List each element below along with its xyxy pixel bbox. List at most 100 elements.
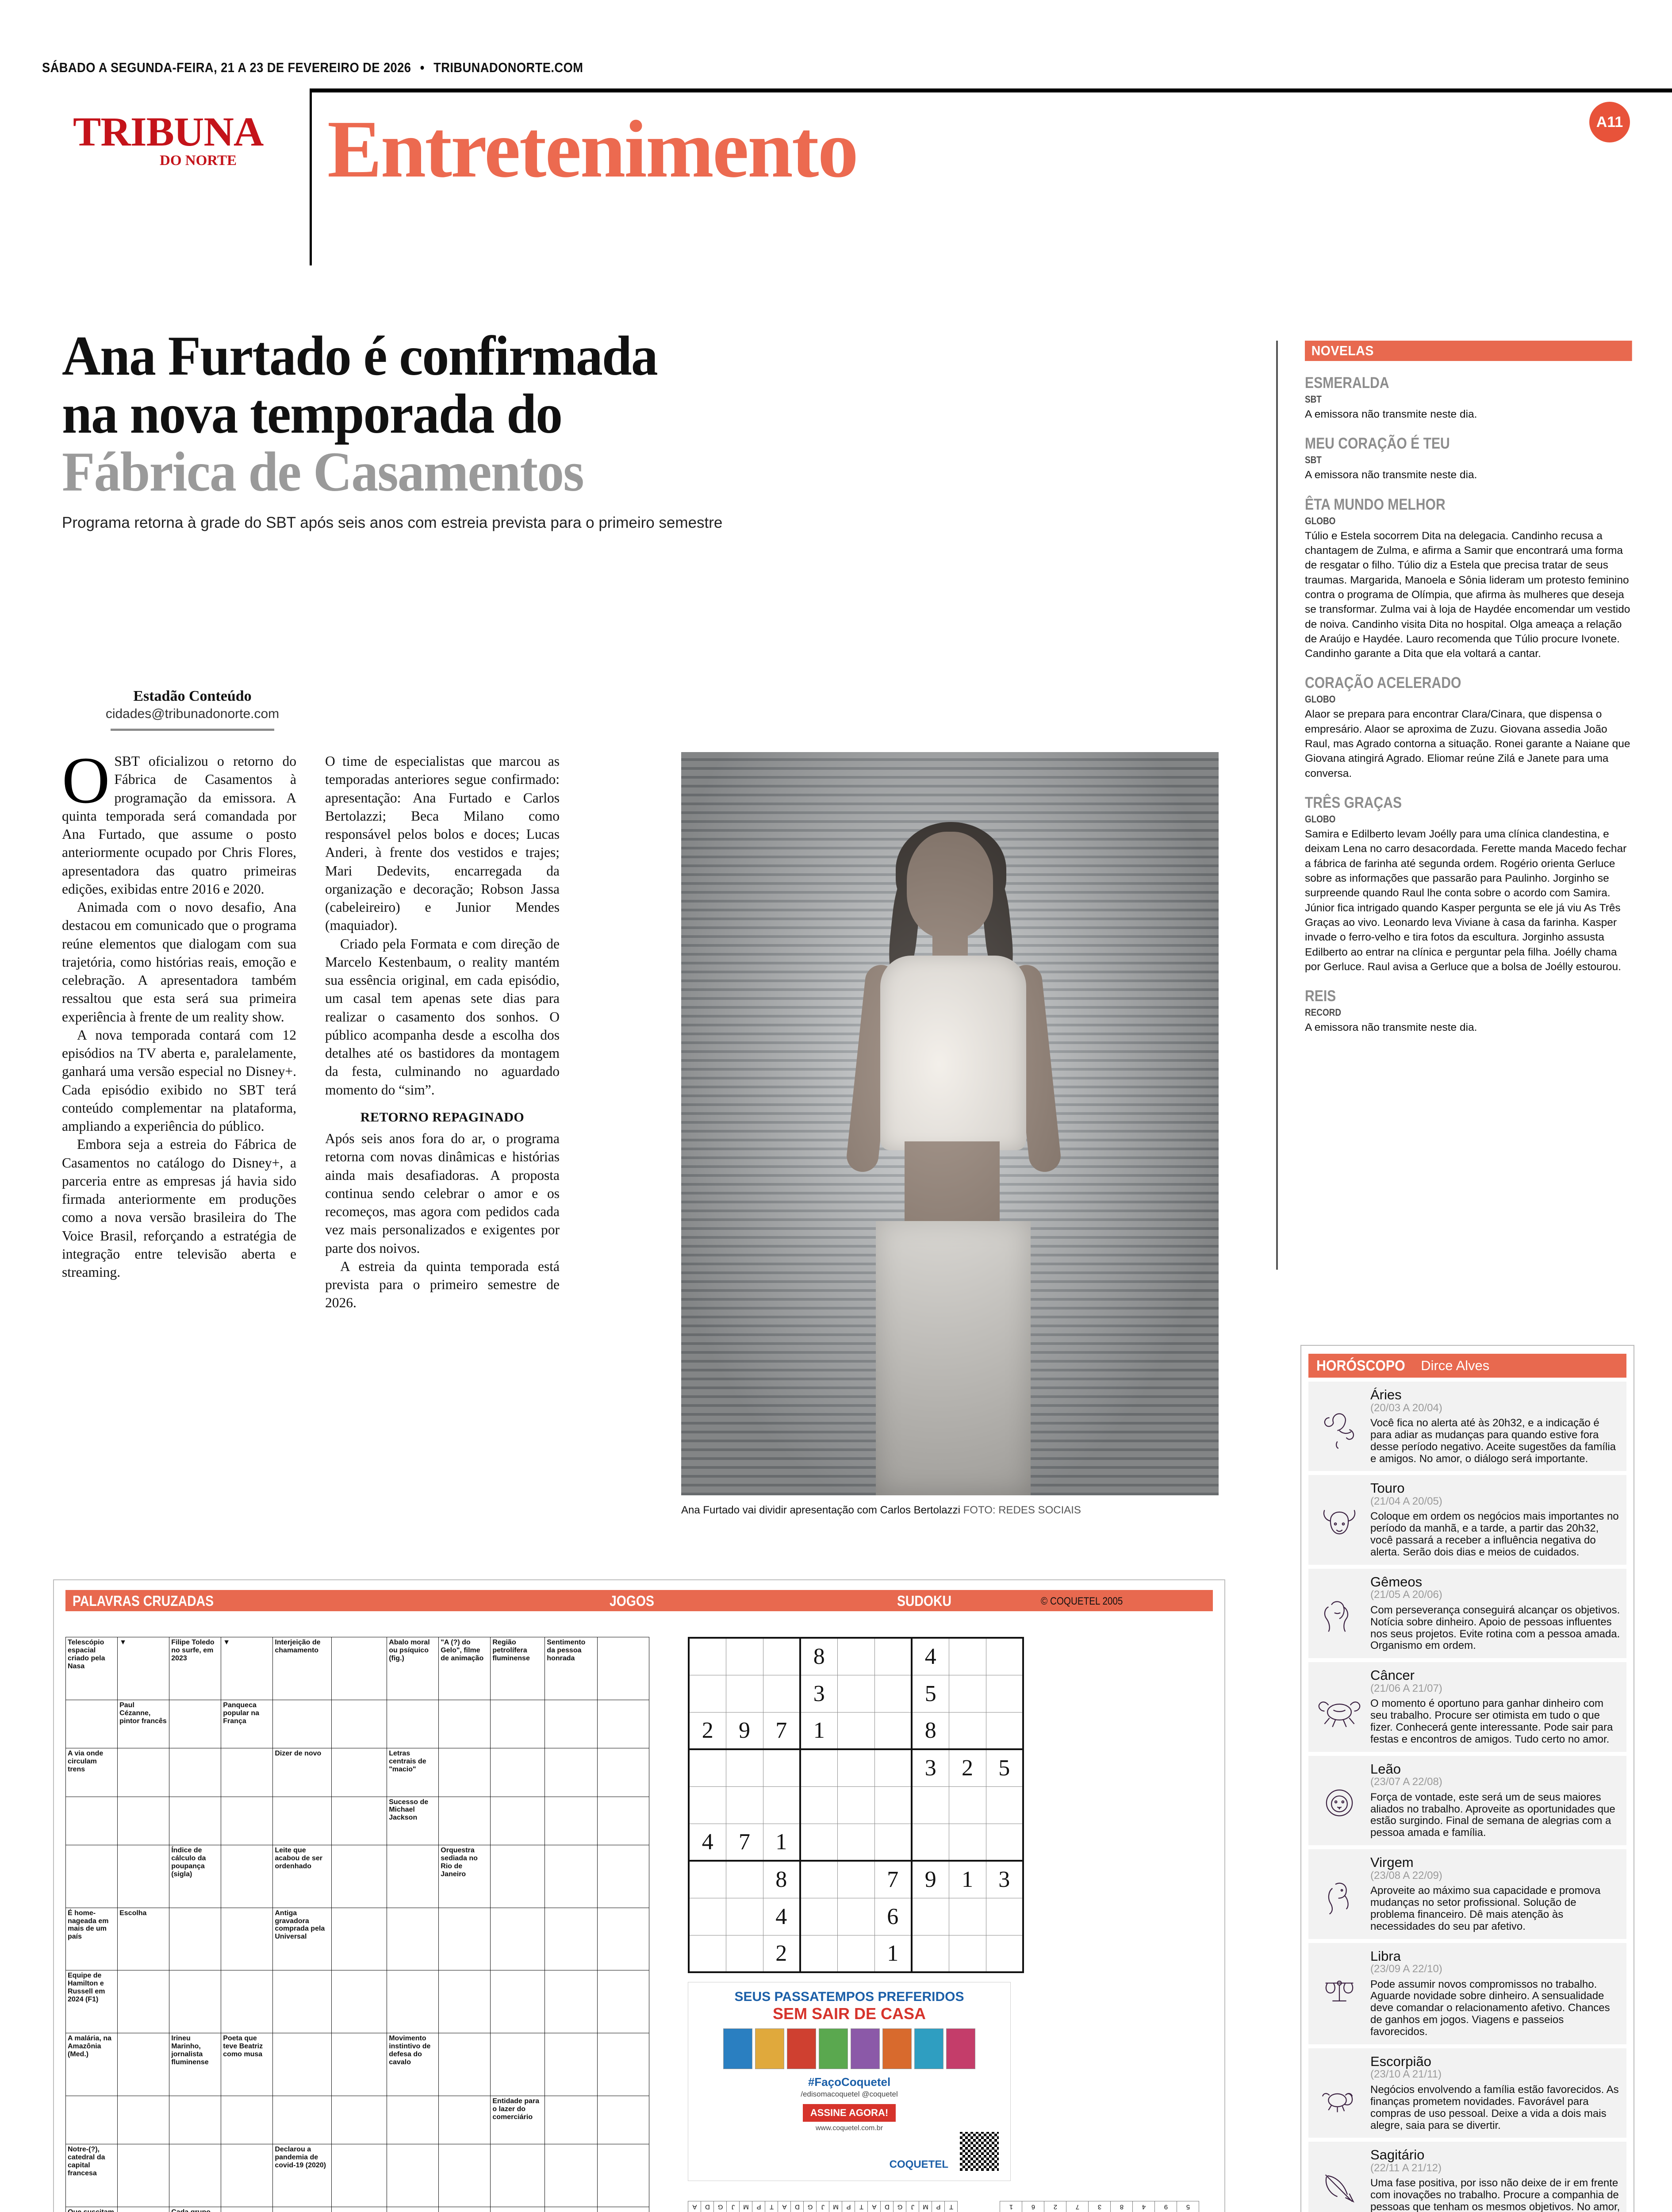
crossword-clue-cell[interactable]: Declarou a pandemia de covid-19 (2020): [272, 2144, 332, 2207]
crossword-blank-cell[interactable]: [387, 1699, 439, 1749]
sudoku-empty-cell[interactable]: [725, 1786, 763, 1824]
crossword-blank-cell[interactable]: [331, 2095, 387, 2145]
crossword-blank-cell[interactable]: [272, 2033, 332, 2096]
crossword-blank-cell[interactable]: [490, 1970, 545, 2034]
crossword-clue-cell[interactable]: Antiga gravadora comprada pela Universal: [272, 1907, 332, 1971]
sudoku-empty-cell[interactable]: [837, 1860, 875, 1898]
crossword-clue-cell[interactable]: Entidade para o lazer do comerciário: [490, 2095, 545, 2145]
sudoku-empty-cell[interactable]: [800, 1935, 838, 1973]
crossword-blank-cell[interactable]: [169, 1748, 222, 1797]
sudoku-given-cell[interactable]: 3: [911, 1749, 949, 1787]
crossword-blank-cell[interactable]: [221, 2095, 273, 2145]
crossword-blank-cell[interactable]: [490, 2206, 545, 2212]
sudoku-empty-cell[interactable]: [725, 1935, 763, 1973]
crossword-blank-cell[interactable]: [545, 1748, 598, 1797]
crossword-blank-cell[interactable]: [545, 1796, 598, 1845]
sudoku-given-cell[interactable]: 7: [725, 1823, 763, 1862]
crossword-blank-cell[interactable]: [597, 1796, 650, 1845]
crossword-blank-cell[interactable]: [65, 1796, 118, 1845]
sudoku-empty-cell[interactable]: [837, 1786, 875, 1824]
crossword-blank-cell[interactable]: [331, 1844, 387, 1908]
crossword-blank-cell[interactable]: [331, 2033, 387, 2096]
sudoku-given-cell[interactable]: 1: [948, 1860, 986, 1898]
ad-subscribe-button[interactable]: ASSINE AGORA!: [803, 2104, 896, 2122]
sudoku-empty-cell[interactable]: [837, 1897, 875, 1936]
crossword-blank-cell[interactable]: [221, 1907, 273, 1971]
sudoku-empty-cell[interactable]: [688, 1674, 726, 1713]
crossword-blank-cell[interactable]: [438, 2206, 491, 2212]
crossword-blank-cell[interactable]: [221, 2144, 273, 2207]
crossword-blank-cell[interactable]: [438, 1970, 491, 2034]
sudoku-given-cell[interactable]: 4: [911, 1637, 949, 1675]
crossword-clue-cell[interactable]: Que suscitam piedade: [65, 2206, 118, 2212]
crossword-clue-cell[interactable]: Índice de cálculo da poupança (sigla): [169, 1844, 222, 1908]
sudoku-empty-cell[interactable]: [948, 1637, 986, 1675]
crossword-blank-cell[interactable]: [387, 2206, 439, 2212]
crossword-clue-cell[interactable]: Filipe Toledo no surfe, em 2023: [169, 1637, 222, 1700]
crossword-table[interactable]: Telescópio espacial criado pela Nasa ▼ Fil…: [65, 1637, 650, 2212]
crossword-blank-cell[interactable]: [597, 1970, 650, 2034]
crossword-blank-cell[interactable]: [331, 1970, 387, 2034]
sudoku-empty-cell[interactable]: [911, 1823, 949, 1862]
crossword-blank-cell[interactable]: [597, 2206, 650, 2212]
crossword-clue-cell[interactable]: Sentimento da pessoa honrada: [545, 1637, 598, 1700]
sudoku-given-cell[interactable]: 8: [763, 1860, 801, 1898]
sudoku-empty-cell[interactable]: [763, 1749, 801, 1787]
crossword-clue-cell[interactable]: A via onde circulam trens: [65, 1748, 118, 1797]
crossword-blank-cell[interactable]: [169, 1699, 222, 1749]
crossword-clue-cell[interactable]: Equipe de Hamilton e Russell em 2024 (F1…: [65, 1970, 118, 2034]
crossword-blank-cell[interactable]: [221, 1970, 273, 2034]
sudoku-empty-cell[interactable]: [725, 1637, 763, 1675]
crossword-blank-cell[interactable]: [438, 2095, 491, 2145]
crossword-blank-cell[interactable]: [545, 1844, 598, 1908]
crossword-blank-cell[interactable]: [545, 1699, 598, 1749]
crossword-blank-cell[interactable]: [490, 2033, 545, 2096]
crossword-clue-cell[interactable]: Panqueca popular na França: [221, 1699, 273, 1749]
sudoku-empty-cell[interactable]: [837, 1935, 875, 1973]
crossword-blank-cell[interactable]: [65, 2095, 118, 2145]
crossword-blank-cell[interactable]: [597, 1637, 650, 1700]
sudoku-empty-cell[interactable]: [948, 1935, 986, 1973]
crossword-blank-cell[interactable]: [490, 1748, 545, 1797]
sudoku-empty-cell[interactable]: [800, 1860, 838, 1898]
sudoku-empty-cell[interactable]: [874, 1712, 913, 1750]
crossword-blank-cell[interactable]: [545, 1907, 598, 1971]
sudoku-empty-cell[interactable]: [837, 1712, 875, 1750]
crossword-blank-cell[interactable]: [387, 1844, 439, 1908]
sudoku-empty-cell[interactable]: [688, 1749, 726, 1787]
crossword-blank-cell[interactable]: [169, 1796, 222, 1845]
crossword-blank-cell[interactable]: [272, 1970, 332, 2034]
sudoku-empty-cell[interactable]: [800, 1749, 838, 1787]
sudoku-empty-cell[interactable]: [948, 1712, 986, 1750]
crossword-blank-cell[interactable]: [331, 2144, 387, 2207]
sudoku-empty-cell[interactable]: [874, 1637, 913, 1675]
crossword-blank-cell[interactable]: [387, 1970, 439, 2034]
crossword-clue-cell[interactable]: "A (?) do Gelo", filme de animação: [438, 1637, 491, 1700]
crossword-blank-cell[interactable]: [169, 1970, 222, 2034]
sudoku-given-cell[interactable]: 4: [688, 1823, 726, 1862]
crossword-blank-cell[interactable]: [438, 1748, 491, 1797]
sudoku-empty-cell[interactable]: [986, 1674, 1024, 1713]
sudoku-empty-cell[interactable]: [837, 1749, 875, 1787]
sudoku-empty-cell[interactable]: [800, 1823, 838, 1862]
crossword-blank-cell[interactable]: [545, 1970, 598, 2034]
sudoku-given-cell[interactable]: 2: [948, 1749, 986, 1787]
crossword-blank-cell[interactable]: [117, 1748, 170, 1797]
sudoku-empty-cell[interactable]: [837, 1674, 875, 1713]
crossword-clue-cell[interactable]: Movimento instintivo de defesa do cavalo: [387, 2033, 439, 2096]
crossword-blank-cell[interactable]: [169, 2095, 222, 2145]
crossword-blank-cell[interactable]: [331, 1796, 387, 1845]
crossword-blank-cell[interactable]: [272, 1796, 332, 1845]
sudoku-given-cell[interactable]: 1: [763, 1823, 801, 1862]
sudoku-empty-cell[interactable]: [986, 1823, 1024, 1862]
sudoku-empty-cell[interactable]: [874, 1823, 913, 1862]
sudoku-given-cell[interactable]: 2: [688, 1712, 726, 1750]
crossword-clue-cell[interactable]: Telescópio espacial criado pela Nasa: [65, 1637, 118, 1700]
crossword-clue-cell[interactable]: Cada grupo de 13 cartas do baralho: [169, 2206, 222, 2212]
crossword-blank-cell[interactable]: [597, 1844, 650, 1908]
crossword-blank-cell[interactable]: [597, 1699, 650, 1749]
crossword-clue-cell[interactable]: Paul Cézanne, pintor francês: [117, 1699, 170, 1749]
crossword-blank-cell[interactable]: [169, 2144, 222, 2207]
sudoku-empty-cell[interactable]: [688, 1637, 726, 1675]
